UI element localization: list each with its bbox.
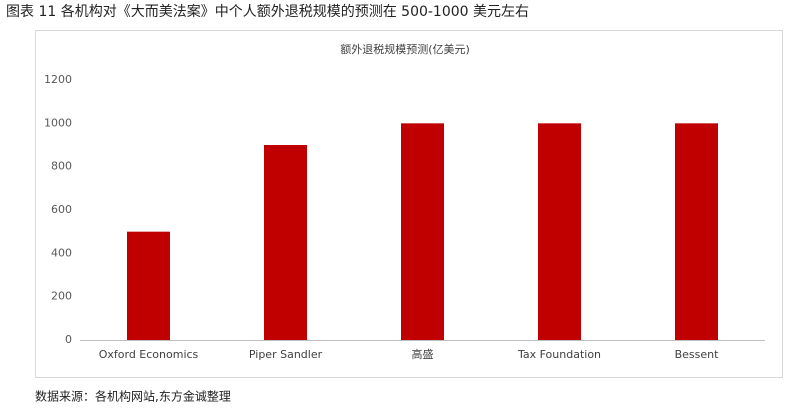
y-tick-label: 1000 [44,116,72,129]
x-tick-label: 高盛 [412,347,434,361]
bar [675,123,718,340]
bar [401,123,444,340]
chart-title: 额外退税规模预测(亿美元) [340,42,470,56]
bar [538,123,581,340]
bar [264,145,307,340]
y-tick-label: 600 [51,203,72,216]
x-tick-label: Piper Sandler [249,348,323,361]
x-tick-label: Tax Foundation [517,348,601,361]
x-tick-label: Bessent [675,348,720,361]
x-tick-label: Oxford Economics [99,348,199,361]
y-tick-label: 800 [51,160,72,173]
y-tick-label: 0 [65,333,72,346]
y-tick-label: 200 [51,290,72,303]
y-tick-label: 1200 [44,73,72,86]
figure-caption: 图表 11 各机构对《大而美法案》中个人额外退税规模的预测在 500-1000 … [6,3,529,20]
bar [127,231,170,340]
y-tick-label: 400 [51,246,72,259]
source-note: 数据来源：各机构网站,东方金诚整理 [35,389,231,404]
